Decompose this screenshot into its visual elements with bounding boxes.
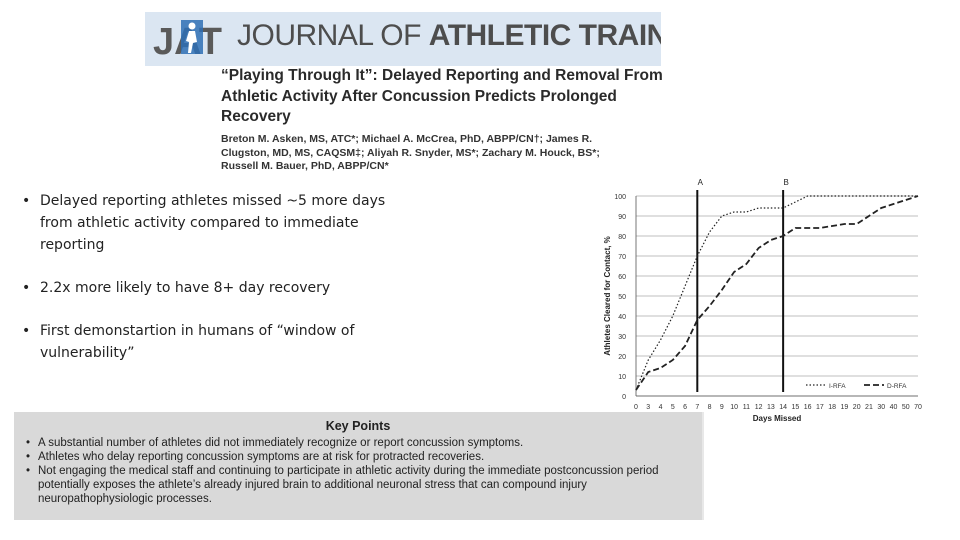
y-tick-label: 80 xyxy=(618,234,626,241)
y-axis-label: Athletes Cleared for Contact, % xyxy=(603,236,612,356)
x-tick-label: 40 xyxy=(890,404,898,411)
journal-name-bold: ATHLETIC TRAINING xyxy=(428,19,661,52)
x-tick-label: 3 xyxy=(646,404,650,411)
x-tick-label: 50 xyxy=(902,404,910,411)
y-tick-label: 20 xyxy=(618,354,626,361)
x-tick-label: 7 xyxy=(695,404,699,411)
key-points-box: Key Points A substantial number of athle… xyxy=(14,412,704,520)
x-tick-label: 70 xyxy=(914,404,922,411)
x-tick-label: 17 xyxy=(816,404,824,411)
journal-name-light: JOURNAL OF xyxy=(237,19,429,52)
x-tick-label: 21 xyxy=(865,404,873,411)
bullet-window-vulnerability: First demonstartion in humans of “window… xyxy=(22,320,392,364)
x-tick-label: 0 xyxy=(634,404,638,411)
x-tick-label: 19 xyxy=(841,404,849,411)
key-point-item: A substantial number of athletes did not… xyxy=(26,436,690,450)
x-tick-label: 8 xyxy=(708,404,712,411)
journal-banner: JAT JOURNAL OF ATHLETIC TRAINING xyxy=(145,12,661,66)
article-authors: Breton M. Asken, MS, ATC*; Michael A. Mc… xyxy=(221,133,600,172)
marker-label-a: A xyxy=(698,178,704,187)
x-tick-label: 5 xyxy=(671,404,675,411)
marker-label-b: B xyxy=(783,178,788,187)
key-points-heading: Key Points xyxy=(325,419,391,433)
x-axis-label: Days Missed xyxy=(753,414,802,423)
x-tick-label: 12 xyxy=(755,404,763,411)
x-tick-label: 18 xyxy=(828,404,836,411)
bullet-delayed-reporting: Delayed reporting athletes missed ~5 mor… xyxy=(22,190,392,256)
y-tick-label: 40 xyxy=(618,314,626,321)
x-tick-label: 13 xyxy=(767,404,775,411)
y-tick-label: 60 xyxy=(618,274,626,281)
x-tick-label: 14 xyxy=(779,404,787,411)
key-points-list: A substantial number of athletes did not… xyxy=(26,436,690,506)
key-point-item: Not engaging the medical staff and conti… xyxy=(26,464,690,506)
series-line-i-rfa xyxy=(635,195,918,391)
x-tick-label: 30 xyxy=(877,404,885,411)
y-tick-label: 0 xyxy=(622,394,626,401)
key-point-item: Athletes who delay reporting concussion … xyxy=(26,450,690,464)
summary-bullets: Delayed reporting athletes missed ~5 mor… xyxy=(22,190,392,385)
x-tick-label: 9 xyxy=(720,404,724,411)
x-tick-label: 10 xyxy=(730,404,738,411)
recovery-chart-svg: 0 10 20 30 40 50 60 70 80 90 100 0 3 4 5 6 7 8 9 10 11 12 13 14… xyxy=(603,178,922,423)
journal-name: JOURNAL OF ATHLETIC TRAINING xyxy=(237,19,661,53)
y-tick-label: 50 xyxy=(618,294,626,301)
recovery-chart: 0 10 20 30 40 50 60 70 80 90 100 0 3 4 5 6 7 8 9 10 11 12 13 14… xyxy=(598,172,938,432)
x-tick-label: 6 xyxy=(683,404,687,411)
y-tick-label: 70 xyxy=(618,254,626,261)
x-tick-label: 15 xyxy=(791,404,799,411)
article-title: “Playing Through It”: Delayed Reporting … xyxy=(221,67,663,125)
x-tick-label: 20 xyxy=(853,404,861,411)
series-line-d-rfa xyxy=(635,195,919,391)
x-tick-label: 4 xyxy=(659,404,663,411)
y-tick-label: 10 xyxy=(618,374,626,381)
y-tick-label: 30 xyxy=(618,334,626,341)
x-tick-label: 11 xyxy=(743,404,750,411)
legend-label: I-RFA xyxy=(829,383,846,390)
y-tick-label: 100 xyxy=(614,194,626,201)
bullet-recovery-likelihood: 2.2x more likely to have 8+ day recovery xyxy=(22,277,392,299)
y-tick-label: 90 xyxy=(618,214,626,221)
journal-logo: JAT xyxy=(151,16,236,62)
legend-label: D-RFA xyxy=(887,383,907,390)
x-tick-label: 16 xyxy=(804,404,812,411)
